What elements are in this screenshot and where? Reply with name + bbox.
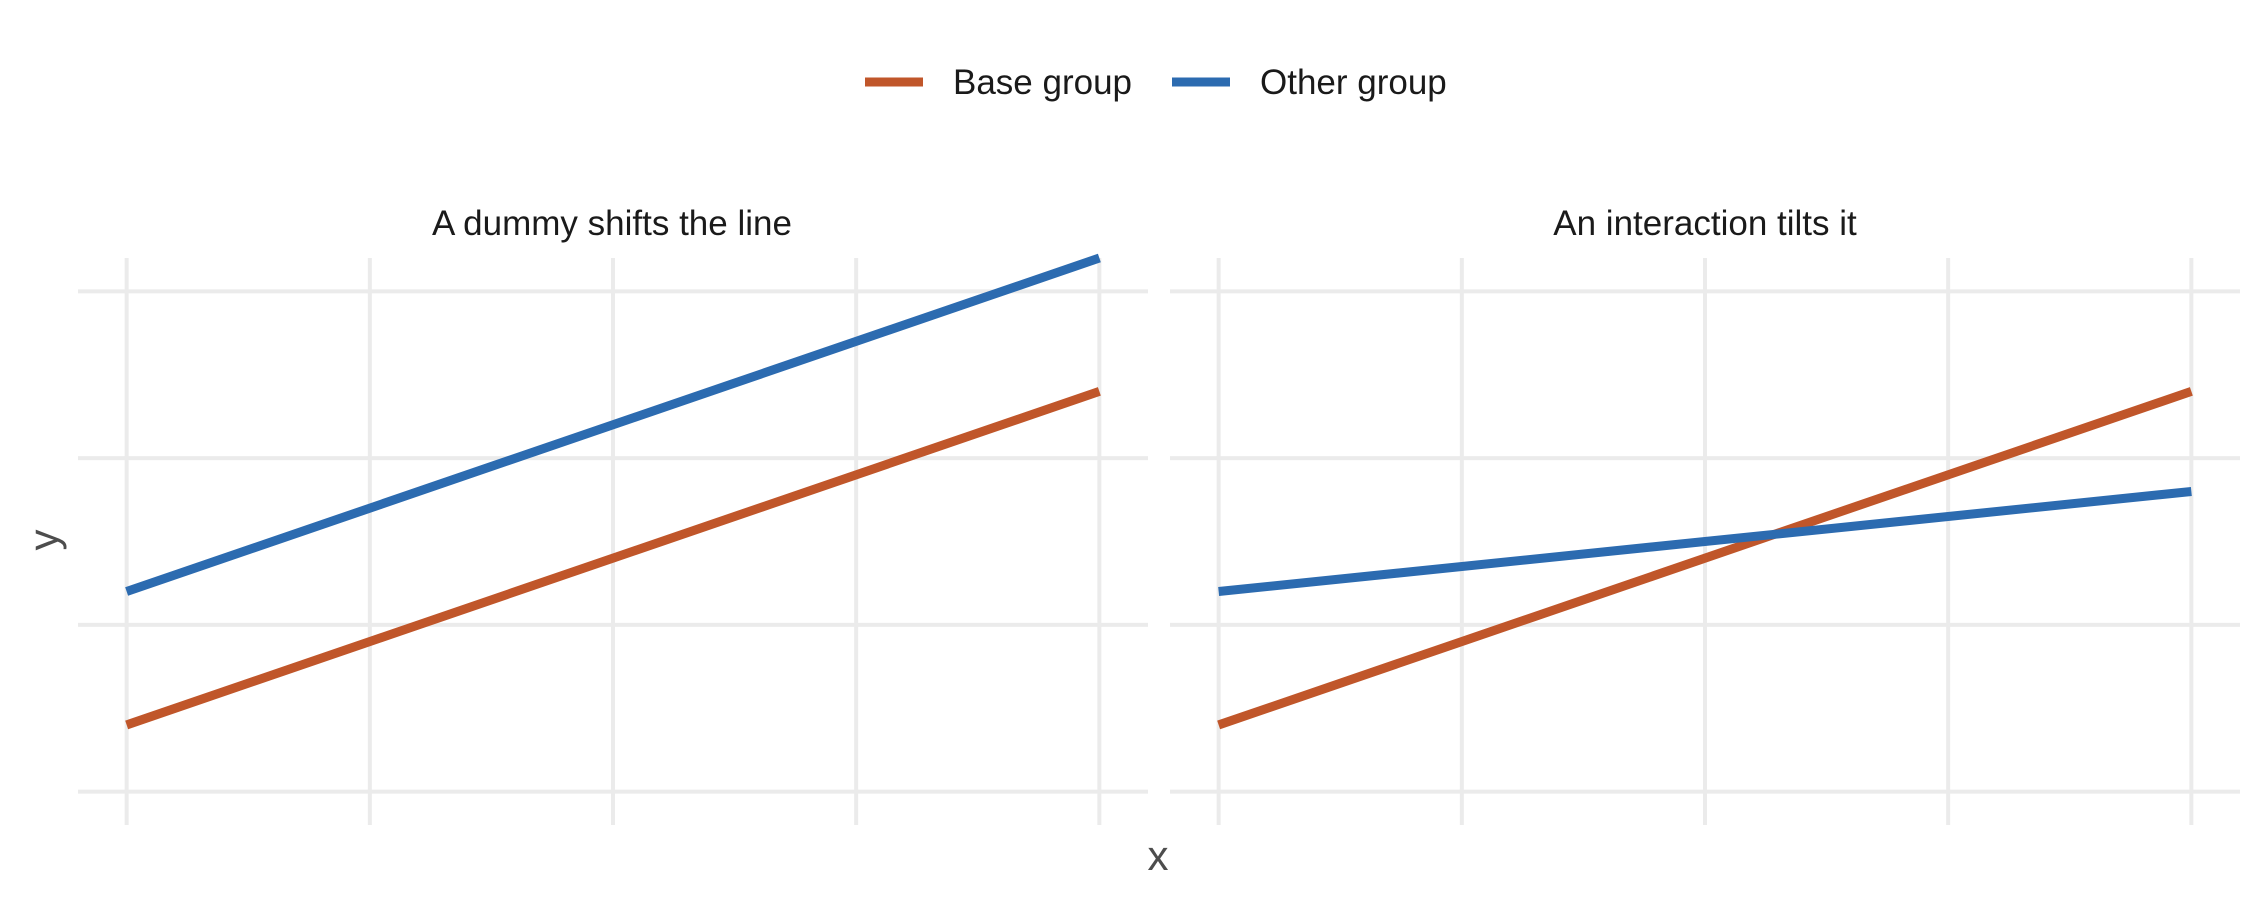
- panel-right-title: An interaction tilts it: [1553, 204, 1857, 243]
- panel-left-line-base-group: [125, 387, 1101, 730]
- panel-right-line-other-group: [1218, 486, 2192, 597]
- panel-left-line-other-group: [125, 253, 1101, 596]
- y-axis-title: y: [20, 530, 67, 551]
- panel-left-series: [125, 253, 1101, 730]
- panel-right-grid: [1170, 258, 2240, 825]
- legend: Base group Other group: [865, 63, 1447, 102]
- x-axis-title: x: [1148, 832, 1169, 879]
- panel-left-grid: [78, 258, 1148, 825]
- panel-right-line-base-group: [1217, 387, 2193, 730]
- panel-right: An interaction tilts it: [1170, 204, 2240, 825]
- panel-right-series: [1217, 387, 2193, 730]
- legend-label-other-group: Other group: [1260, 63, 1447, 102]
- panel-left-title: A dummy shifts the line: [432, 204, 792, 243]
- legend-label-base-group: Base group: [953, 63, 1132, 102]
- panel-left: A dummy shifts the line: [78, 204, 1148, 825]
